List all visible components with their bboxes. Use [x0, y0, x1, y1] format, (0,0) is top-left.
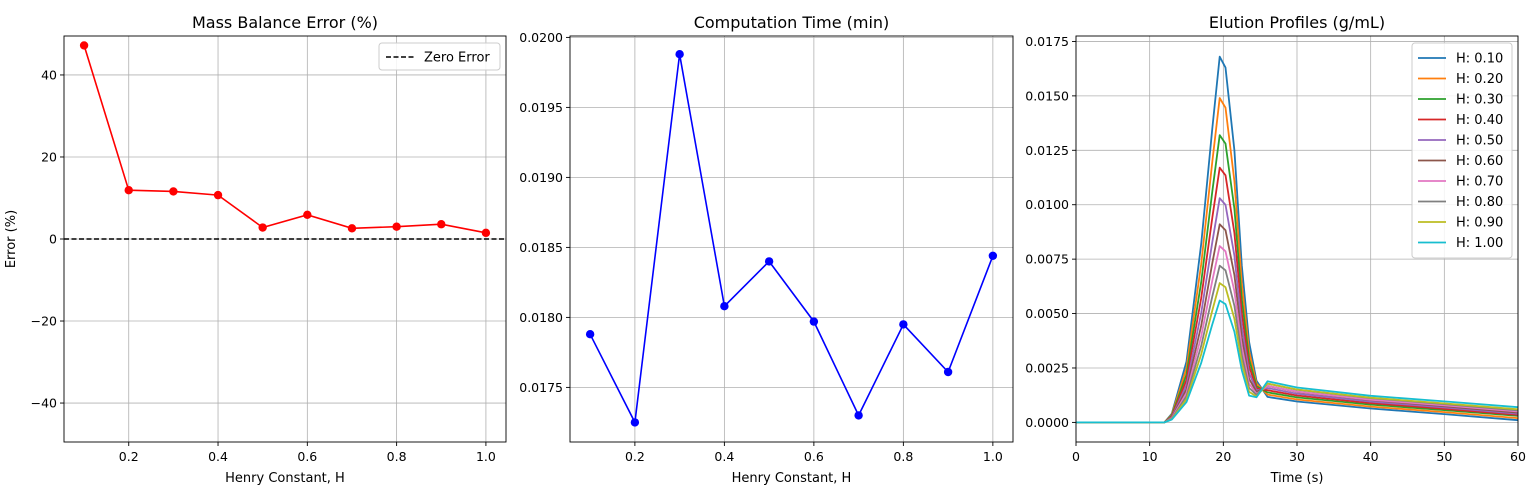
y-tick-label: 0.0175: [519, 380, 563, 395]
legend-label: H: 0.70: [1456, 175, 1503, 190]
y-tick-label: −20: [31, 314, 57, 329]
data-point-6: [854, 411, 863, 420]
legend: Zero Error: [378, 42, 501, 71]
legend-label: H: 0.30: [1456, 93, 1503, 108]
y-tick-label: 0.0200: [519, 30, 563, 45]
y-tick-label: 0.0025: [1025, 360, 1069, 375]
axes-frame: [569, 35, 1014, 443]
x-axis-label: Time (s): [1270, 471, 1324, 486]
data-point-7: [392, 222, 401, 231]
legend-label: H: 0.90: [1456, 216, 1503, 231]
x-tick-label: 0.4: [714, 449, 734, 464]
subplot-2: 0.2 0.4 0.6 0.8 1.0 0.0175 0.0180 0.0185 0.0190 0…: [519, 13, 1014, 486]
data-point-3: [213, 190, 223, 200]
data-point-9: [481, 228, 491, 238]
x-axis-label: Henry Constant, H: [732, 471, 852, 486]
y-tick-label: 0.0050: [1025, 306, 1069, 321]
legend: H: 0.10 H: 0.20 H: 0.30 H: 0.40 H: 0.50 H: 0.…: [1411, 42, 1513, 259]
y-tick-label: 0.0075: [1025, 252, 1069, 267]
y-tick-label: −40: [31, 396, 57, 411]
chart-title: Mass Balance Error (%): [192, 13, 378, 32]
y-tick-label: 0.0100: [1025, 197, 1069, 212]
series-line: [589, 54, 994, 426]
x-tick-label: 40: [1363, 449, 1379, 464]
x-tick-label: 0.2: [119, 449, 139, 464]
y-tick-label: 40: [41, 67, 57, 82]
y-tick-label: 0: [49, 232, 57, 247]
elution-curve-10: [1076, 299, 1518, 424]
x-tick-label: 0.8: [387, 449, 407, 464]
x-tick-label: 1.0: [476, 449, 496, 464]
x-tick-label: 30: [1289, 449, 1305, 464]
elution-curve-7: [1076, 245, 1518, 424]
y-tick-label: 0.0000: [1025, 415, 1069, 430]
legend-label: H: 0.80: [1456, 195, 1503, 210]
y-axis-label: Error (%): [4, 210, 19, 268]
elution-curve-5: [1076, 197, 1518, 424]
data-point-0: [79, 41, 89, 50]
data-point-2: [675, 50, 684, 59]
elution-curve-4: [1076, 166, 1518, 424]
series-line: [83, 45, 487, 234]
data-point-4: [258, 223, 267, 232]
data-point-8: [437, 220, 446, 229]
elution-curve-2: [1076, 97, 1518, 424]
elution-curve-9: [1076, 282, 1518, 424]
legend-box: [1411, 42, 1513, 259]
data-point-6: [347, 224, 357, 233]
legend-label: H: 0.40: [1456, 113, 1503, 128]
legend-label: H: 0.60: [1456, 154, 1503, 169]
y-tick-label: 0.0190: [519, 170, 563, 185]
legend-label: Zero Error: [424, 51, 490, 66]
plot-area: [1076, 55, 1518, 424]
subplot-3: 0 10 20 30 40 50 60 0.0000 0.0025 0.0050 0.0075 0.0…: [1025, 13, 1526, 486]
legend-box: [378, 42, 501, 71]
chart-title: Elution Profiles (g/mL): [1209, 13, 1385, 32]
data-point-3: [720, 302, 729, 311]
elution-curve-1: [1076, 55, 1518, 424]
legend-label: H: 0.50: [1456, 134, 1503, 149]
x-tick-label: 0.8: [893, 449, 913, 464]
y-tick-label: 0.0150: [1025, 88, 1069, 103]
y-tick-label: 0.0195: [519, 100, 563, 115]
data-point-1: [124, 185, 133, 195]
data-point-0: [585, 330, 595, 339]
y-tick-label: 0.0175: [1025, 34, 1069, 49]
x-tick-label: 50: [1436, 449, 1452, 464]
data-point-2: [169, 187, 178, 196]
legend-label: H: 0.20: [1456, 72, 1503, 87]
x-axis-label: Henry Constant, H: [225, 471, 345, 486]
data-point-4: [764, 257, 774, 266]
data-point-8: [943, 367, 953, 377]
data-point-5: [303, 210, 312, 220]
plot-area: [585, 50, 998, 427]
chart-title: Computation Time (min): [694, 13, 890, 32]
x-tick-label: 10: [1142, 449, 1158, 464]
data-point-9: [988, 251, 998, 260]
y-tick-label: 20: [41, 149, 57, 164]
legend-label: H: 0.10: [1456, 52, 1503, 67]
y-tick-label: 0.0125: [1025, 143, 1069, 158]
x-tick-label: 0: [1072, 449, 1080, 464]
y-tick-label: 0.0180: [519, 310, 563, 325]
plot-area: [64, 41, 506, 240]
data-point-1: [630, 418, 640, 427]
x-tick-label: 20: [1215, 449, 1231, 464]
x-tick-label: 0.4: [208, 449, 228, 464]
elution-curve-3: [1076, 134, 1518, 424]
data-point-5: [809, 317, 819, 326]
data-point-7: [899, 320, 908, 329]
x-tick-label: 60: [1510, 449, 1526, 464]
x-tick-label: 1.0: [983, 449, 1003, 464]
x-tick-label: 0.2: [625, 449, 645, 464]
x-tick-label: 0.6: [297, 449, 317, 464]
y-tick-label: 0.0185: [519, 240, 563, 255]
x-tick-label: 0.6: [804, 449, 824, 464]
legend-label: H: 1.00: [1456, 236, 1503, 251]
subplot-1: 0.2 0.4 0.6 0.8 1.0 −40 −20 0 20 40 Mass Balance E…: [4, 13, 507, 486]
